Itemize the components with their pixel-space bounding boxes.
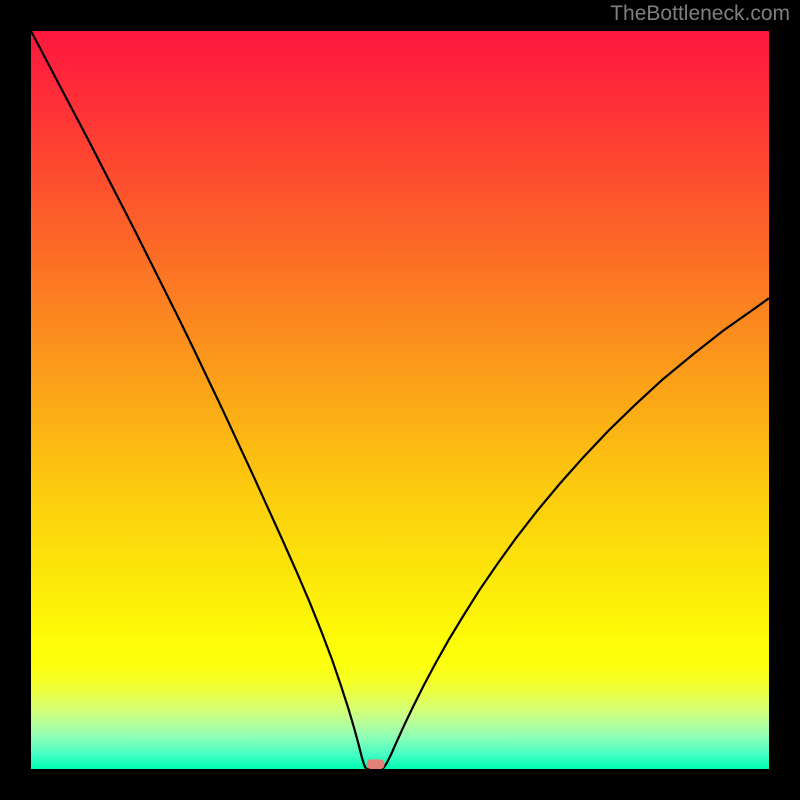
watermark-text: TheBottleneck.com bbox=[610, 2, 790, 26]
optimal-point-marker bbox=[367, 759, 385, 769]
bottleneck-curve-chart bbox=[31, 31, 769, 769]
gradient-background bbox=[31, 31, 769, 769]
chart-frame: TheBottleneck.com bbox=[0, 0, 800, 800]
